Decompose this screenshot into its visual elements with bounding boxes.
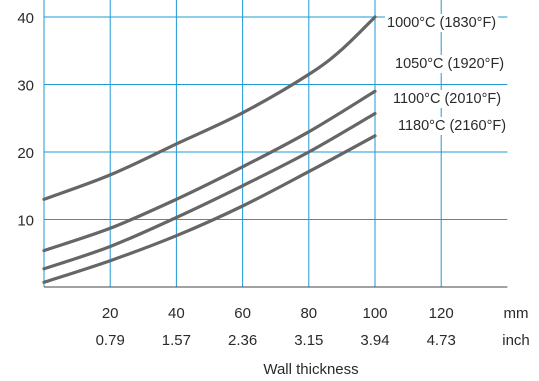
y-tick-label: 10	[17, 213, 34, 230]
x-tick-label-inch: 0.79	[96, 332, 125, 349]
y-tick-label: 30	[17, 78, 34, 95]
x-tick-label-mm: 120	[429, 305, 454, 322]
series-lines	[42, 15, 377, 284]
x-tick-label-inch: 1.57	[162, 332, 191, 349]
series-label-background	[391, 90, 504, 108]
tick-labels: 10 20 30 40 20 0.79 40 1.57 60 2.36 80 3.15 100 3.94 1…	[17, 10, 529, 349]
series-label: 1100°C (2010°F)	[393, 91, 501, 107]
x-tick-label-mm: 40	[168, 305, 185, 322]
series-line	[42, 89, 377, 253]
series-label: 1050°C (1920°F)	[395, 56, 504, 72]
series-line	[42, 134, 377, 284]
series-label-background	[385, 14, 499, 32]
series-line	[42, 15, 377, 201]
y-tick-label: 40	[17, 10, 34, 27]
y-tick-label: 20	[17, 145, 34, 162]
x-tick-label-mm: 60	[234, 305, 251, 322]
x-tick-label-inch: 2.36	[228, 332, 257, 349]
x-unit-mm: mm	[504, 305, 529, 322]
series-labels: 1000°C (1830°F) 1050°C (1920°F) 1100°C (20…	[385, 14, 509, 135]
series-label-background	[396, 117, 509, 135]
x-tick-label-inch: 3.94	[360, 332, 389, 349]
series-line	[42, 111, 377, 271]
x-tick-label-inch: 3.15	[294, 332, 323, 349]
x-tick-label-mm: 80	[300, 305, 317, 322]
x-unit-inch: inch	[502, 332, 530, 349]
series-label: 1180°C (2160°F)	[398, 118, 506, 134]
series-label: 1000°C (1830°F)	[387, 15, 496, 31]
x-tick-label-inch: 4.73	[427, 332, 456, 349]
x-tick-label-mm: 100	[362, 305, 387, 322]
x-tick-label-mm: 20	[102, 305, 119, 322]
series-label-background	[393, 55, 507, 73]
x-axis-title: Wall thickness	[263, 361, 358, 378]
